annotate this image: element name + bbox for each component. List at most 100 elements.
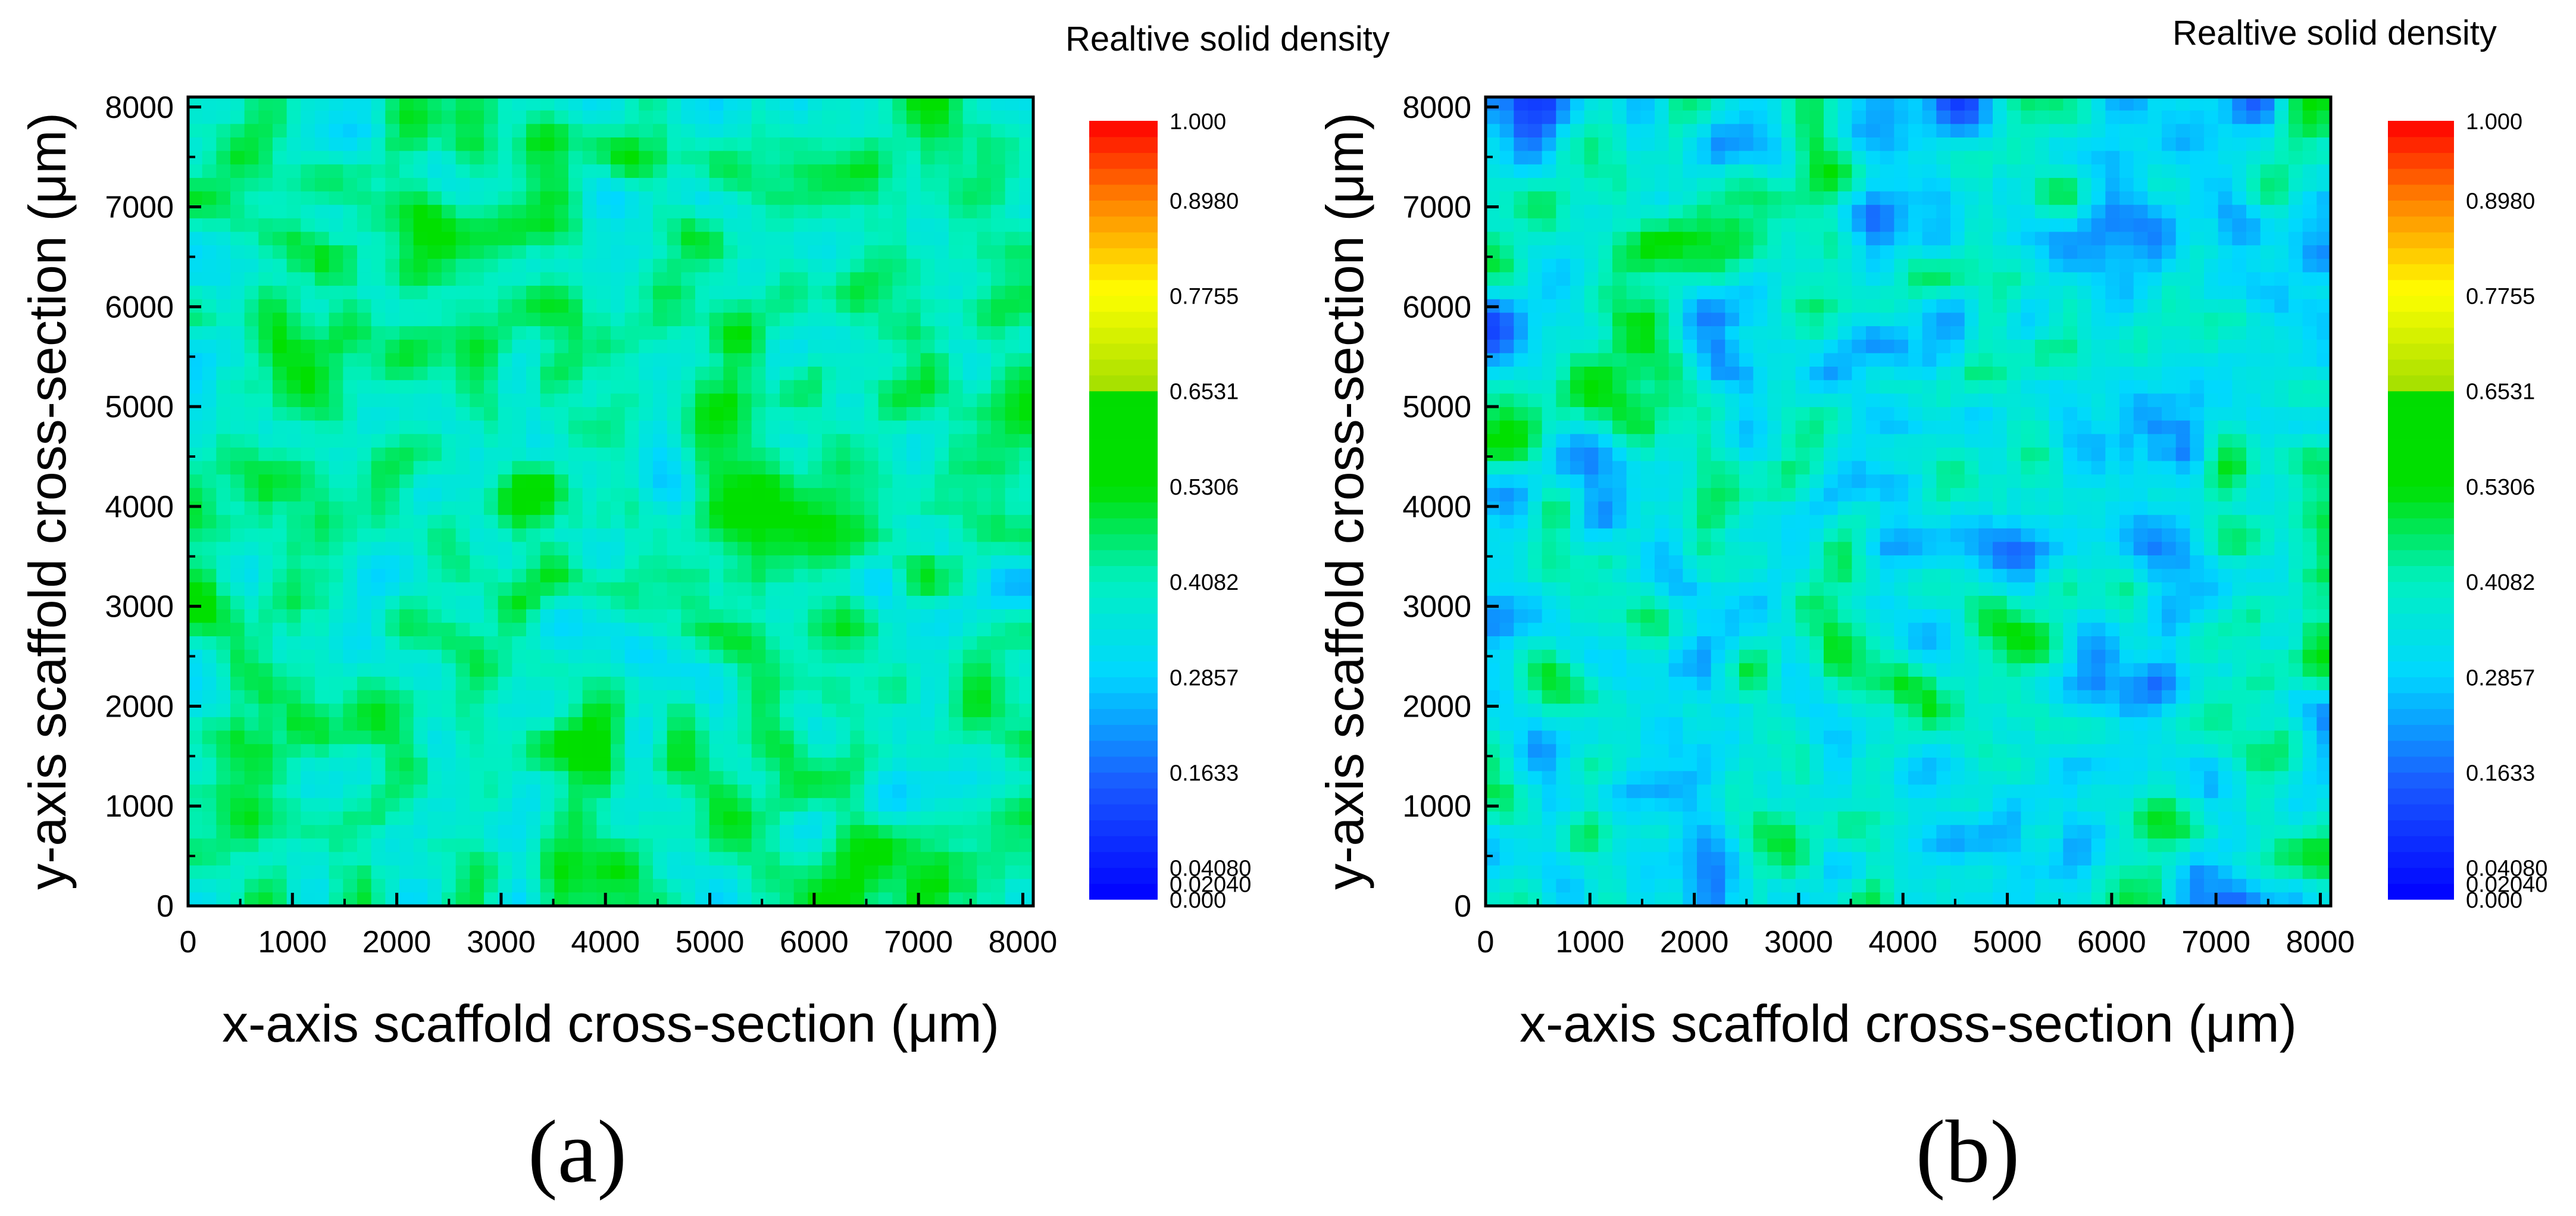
density-cell [737,232,752,246]
density-cell [653,757,668,772]
density-cell [977,892,992,906]
density-cell [864,704,879,718]
density-cell [1005,97,1020,111]
density-cell [582,272,598,286]
colorbar-band [1089,597,1158,614]
density-cell [667,487,682,502]
density-cell [653,218,668,233]
density-cell [329,528,344,543]
density-cell [512,865,527,880]
density-cell [371,744,386,758]
density-cell [906,407,921,421]
density-cell [977,542,992,556]
density-cell [455,757,471,772]
density-cell [709,771,724,785]
density-cell [709,852,724,866]
density-cell [709,798,724,812]
density-cell [371,825,386,839]
density-cell [455,582,471,596]
density-cell [1584,245,1599,260]
density-cell [2147,326,2162,340]
density-cell [920,110,936,125]
density-cell [611,555,626,570]
density-cell [1640,97,1655,111]
density-cell [1612,299,1627,314]
density-cell [892,636,907,651]
density-cell [1950,312,1965,327]
density-cell [850,542,865,556]
density-cell [202,568,217,583]
density-cell [864,676,879,691]
density-cell [329,137,344,152]
density-cell [850,568,865,583]
density-cell [1019,339,1033,354]
density-cell [1894,299,1909,314]
density-cell [1824,218,1839,233]
density-cell [1837,218,1853,233]
density-cell [2302,367,2318,381]
density-cell [413,218,429,233]
density-cell [554,825,569,839]
density-cell [357,690,372,705]
density-cell [2091,177,2106,192]
density-cell [343,609,358,624]
density-cell [822,663,837,677]
y-tick-label: 0 [157,889,174,924]
density-cell [2147,258,2162,273]
density-cell [582,191,598,205]
density-cell [878,151,893,165]
density-cell [202,353,217,367]
density-cell [1866,205,1881,219]
density-cell [568,258,583,273]
density-cell [442,663,457,677]
density-cell [427,825,442,839]
density-cell [864,852,879,866]
density-cell [329,191,344,205]
density-cell [765,879,780,893]
density-cell [780,353,795,367]
density-cell [780,299,795,314]
density-cell [413,434,429,448]
density-cell [624,784,640,799]
density-cell [540,461,555,475]
density-cell [611,542,626,556]
density-cell [2260,272,2275,286]
density-cell [780,811,795,826]
density-cell [878,744,893,758]
density-cell [427,744,442,758]
density-cell [681,609,696,624]
density-cell [258,380,273,395]
density-cell [470,326,484,340]
density-cell [709,811,724,826]
density-cell [723,609,738,624]
density-cell [1809,137,1824,152]
density-cell [934,649,949,664]
density-cell [399,852,414,866]
density-cell [286,110,302,125]
density-cell [667,191,682,205]
density-cell [1795,312,1811,327]
density-cell [484,757,499,772]
density-cell [399,177,414,192]
density-cell [554,649,569,664]
density-cell [244,704,260,718]
density-cell [357,286,372,300]
density-cell [864,501,879,515]
density-cell [2049,312,2064,327]
density-cell [329,245,344,260]
density-cell [681,704,696,718]
density-cell [188,528,203,543]
density-cell [216,299,231,314]
density-cell [554,744,569,758]
density-cell [723,852,738,866]
density-cell [258,771,273,785]
density-cell [526,353,541,367]
density-cell [2006,272,2022,286]
density-cell [2147,299,2162,314]
density-cell [850,623,865,637]
density-cell [526,717,541,732]
density-cell [991,623,1006,637]
density-cell [624,326,640,340]
density-cell [315,474,330,489]
density-cell [709,717,724,732]
